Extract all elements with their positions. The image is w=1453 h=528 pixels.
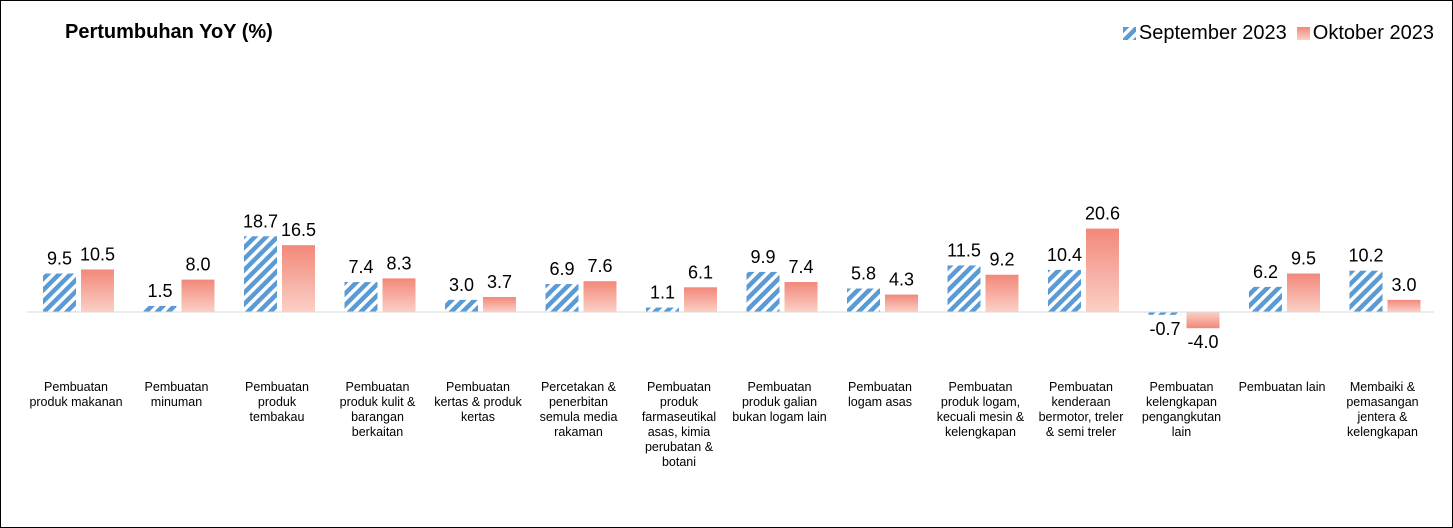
value-label-oktober-6: 6.1 — [688, 262, 713, 282]
value-label-september-5: 6.9 — [549, 259, 574, 279]
value-label-september-0: 9.5 — [47, 249, 72, 269]
bar-oktober-9 — [985, 274, 1019, 312]
value-label-september-2: 18.7 — [243, 211, 278, 231]
legend-item-oktober: Oktober 2023 — [1296, 22, 1434, 45]
value-label-oktober-2: 16.5 — [281, 220, 316, 240]
value-label-september-9: 11.5 — [947, 240, 981, 260]
value-label-september-13: 10.2 — [1348, 246, 1383, 266]
bar-september-8 — [847, 288, 880, 312]
category-label-12: Pembuatan lain — [1238, 380, 1326, 394]
legend-swatch-oktober — [1296, 27, 1310, 40]
value-label-oktober-9: 9.2 — [989, 250, 1014, 270]
category-label-11: Pembuatan kelengkapan pengangkutan lain — [1141, 380, 1222, 439]
value-label-september-3: 7.4 — [348, 257, 373, 277]
bar-september-12 — [1249, 286, 1282, 312]
bar-oktober-13 — [1387, 299, 1421, 312]
value-label-oktober-4: 3.7 — [487, 272, 512, 292]
category-label-10: Pembuatan kenderaan bermotor, treler & s… — [1038, 380, 1124, 439]
value-label-oktober-12: 9.5 — [1291, 249, 1316, 269]
bar-september-7 — [746, 271, 780, 312]
value-label-oktober-13: 3.0 — [1391, 275, 1416, 295]
bar-oktober-11 — [1186, 312, 1220, 329]
category-label-3: Pembuatan produk kulit & barangan berkai… — [339, 380, 416, 439]
bar-september-2 — [244, 236, 277, 312]
value-label-oktober-11: -4.0 — [1187, 332, 1218, 352]
bar-september-11 — [1148, 312, 1182, 315]
value-label-september-11: -0.7 — [1149, 319, 1180, 339]
bar-oktober-4 — [483, 297, 516, 312]
bar-september-3 — [344, 282, 378, 312]
value-labels-group: 9.5 10.5 1.5 8.0 18.7 16.5 7.4 8.3 3.0 3.7 6.9 7.6 1… — [47, 204, 1417, 353]
value-label-september-4: 3.0 — [449, 275, 474, 295]
category-label-9: Pembuatan produk logam, kecuali mesin & … — [936, 380, 1025, 439]
value-label-oktober-5: 7.6 — [587, 256, 612, 276]
value-label-oktober-3: 8.3 — [386, 253, 411, 273]
value-label-september-7: 9.9 — [750, 247, 775, 267]
bar-oktober-6 — [684, 287, 717, 312]
legend-swatch-september — [1122, 27, 1136, 40]
bar-september-1 — [143, 305, 177, 312]
category-label-2: Pembuatan produk tembakau — [245, 380, 309, 424]
bar-oktober-2 — [282, 245, 315, 312]
value-label-september-8: 5.8 — [851, 264, 876, 284]
value-label-oktober-0: 10.5 — [80, 244, 115, 264]
bar-september-4 — [445, 299, 478, 312]
bar-september-9 — [947, 265, 981, 312]
bars-group — [43, 228, 1421, 329]
category-label-4: Pembuatan kertas & produk kertas — [434, 380, 522, 424]
bar-september-6 — [646, 307, 679, 312]
category-label-6: Pembuatan produk farmaseutikal asas, kim… — [641, 380, 717, 469]
legend: September 2023 Oktober 2023 — [1113, 22, 1434, 45]
value-label-oktober-10: 20.6 — [1085, 204, 1120, 224]
bar-oktober-7 — [784, 282, 818, 312]
value-label-oktober-8: 4.3 — [889, 270, 914, 290]
legend-label-oktober: Oktober 2023 — [1312, 22, 1434, 44]
chart-title: Pertumbuhan YoY (%) — [65, 21, 273, 43]
category-label-5: Percetakan & penerbitan semula media rak… — [539, 380, 618, 439]
category-label-1: Pembuatan minuman — [144, 380, 209, 409]
bar-oktober-5 — [583, 281, 617, 312]
bar-september-10 — [1048, 269, 1081, 312]
category-label-0: Pembuatan produk makanan — [29, 380, 123, 409]
bar-oktober-3 — [382, 278, 416, 312]
value-label-september-6: 1.1 — [650, 283, 675, 303]
bar-oktober-10 — [1086, 228, 1119, 312]
bar-oktober-12 — [1287, 273, 1320, 312]
value-label-september-12: 6.2 — [1253, 262, 1278, 282]
value-label-september-10: 10.4 — [1047, 245, 1082, 265]
bar-oktober-8 — [885, 294, 918, 312]
legend-item-september: September 2023 — [1122, 22, 1287, 45]
value-label-oktober-1: 8.0 — [185, 255, 210, 275]
bar-september-13 — [1349, 270, 1383, 312]
value-label-september-1: 1.5 — [147, 281, 172, 301]
legend-label-september: September 2023 — [1138, 22, 1287, 44]
category-label-13: Membaiki & pemasangan jentera & kelengka… — [1346, 380, 1419, 439]
bar-september-5 — [545, 284, 579, 312]
value-label-oktober-7: 7.4 — [788, 257, 813, 277]
category-label-8: Pembuatan logam asas — [848, 380, 912, 409]
bar-oktober-0 — [81, 269, 114, 312]
bar-september-0 — [43, 273, 76, 312]
bar-oktober-1 — [181, 279, 215, 312]
category-label-7: Pembuatan produk galian bukan logam lain — [732, 380, 827, 424]
